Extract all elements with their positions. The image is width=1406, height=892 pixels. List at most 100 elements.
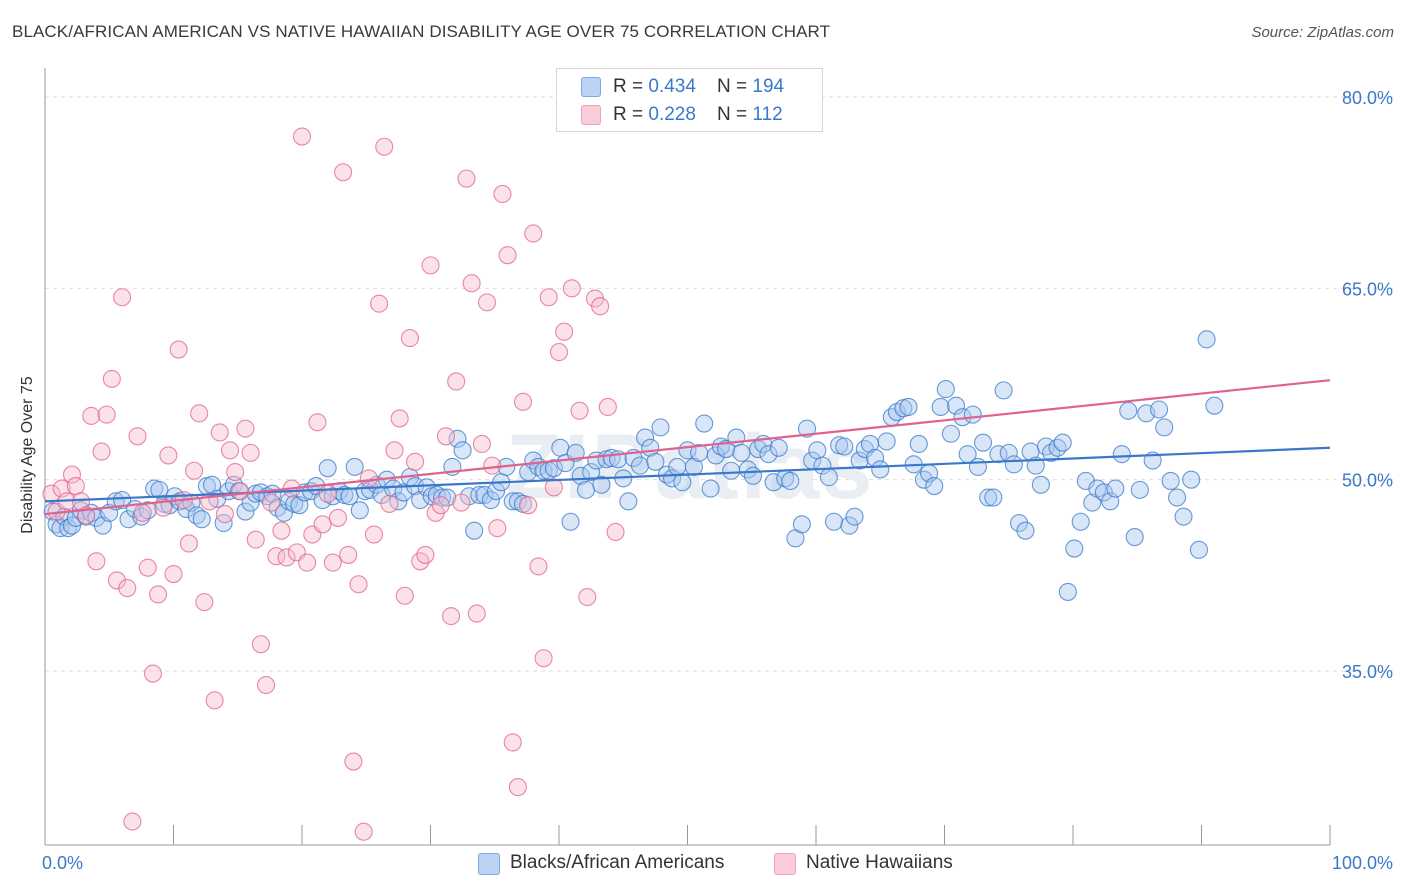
axes	[44, 68, 1331, 846]
point-hawaiians	[66, 476, 85, 496]
point-hawaiians	[390, 409, 409, 428]
point-hawaiians	[578, 587, 597, 607]
point-hawaiians	[308, 413, 327, 432]
point-hawaiians	[241, 443, 260, 462]
point-blacks	[947, 396, 966, 415]
point-hawaiians	[87, 552, 106, 571]
point-blacks	[113, 491, 132, 510]
point-blacks	[345, 457, 364, 476]
legend-r-value: 0.228	[648, 104, 696, 125]
point-blacks	[1016, 521, 1035, 540]
point-hawaiians	[524, 224, 543, 243]
point-blacks	[936, 380, 955, 399]
point-blacks	[824, 512, 844, 531]
legend-r-label: R =	[613, 76, 649, 97]
point-hawaiians	[323, 553, 342, 572]
point-blacks	[706, 446, 725, 465]
point-blacks	[427, 485, 446, 505]
legend-swatch-blacks	[478, 853, 500, 875]
point-hawaiians	[42, 484, 61, 503]
point-hawaiians	[591, 297, 610, 316]
point-blacks	[1058, 582, 1077, 601]
point-hawaiians	[442, 607, 461, 626]
point-blacks	[1048, 438, 1067, 457]
point-blacks	[732, 443, 751, 462]
point-blacks	[636, 428, 655, 447]
point-blacks	[973, 433, 993, 452]
point-blacks	[850, 451, 869, 470]
point-blacks	[1009, 513, 1029, 533]
point-hawaiians	[328, 508, 348, 527]
point-hawaiians	[544, 478, 563, 497]
point-hawaiians	[107, 571, 127, 590]
point-hawaiians	[118, 579, 137, 598]
watermark-layer: ZIPatlas	[506, 416, 873, 518]
point-blacks	[394, 483, 413, 502]
point-blacks	[1112, 445, 1131, 464]
tick-labels: 80.0% 65.0% 50.0% 35.0% 0.0% 100.0%	[42, 88, 1393, 873]
point-hawaiians	[292, 127, 312, 146]
point-hawaiians	[133, 503, 152, 522]
series-legend: Blacks/African Americans Native Hawaiian…	[0, 850, 1406, 878]
point-blacks	[781, 471, 800, 490]
point-hawaiians	[534, 649, 553, 668]
point-hawaiians	[179, 534, 198, 553]
point-hawaiians	[354, 822, 373, 841]
point-blacks	[1065, 539, 1084, 558]
correlation-legend: R = 0.434 N = 194 R = 0.228 N = 112	[556, 68, 823, 132]
point-blacks	[1161, 471, 1180, 490]
trend-line-hawaiians	[44, 379, 1331, 516]
point-blacks	[840, 516, 859, 535]
point-blacks	[668, 457, 687, 476]
point-blacks	[1106, 479, 1125, 498]
legend-r-label: R =	[613, 104, 649, 125]
point-blacks	[1053, 433, 1072, 452]
point-hawaiians	[195, 593, 214, 612]
point-blacks	[931, 397, 950, 417]
point-blacks	[722, 461, 741, 480]
point-hawaiians	[431, 496, 450, 515]
point-hawaiians	[62, 465, 82, 484]
point-hawaiians	[529, 557, 548, 576]
point-blacks	[630, 456, 650, 475]
point-blacks	[855, 440, 874, 459]
point-blacks	[673, 473, 692, 492]
point-hawaiians	[231, 482, 250, 501]
point-hawaiians	[421, 256, 440, 275]
point-blacks	[1130, 480, 1149, 499]
point-blacks	[503, 492, 522, 511]
point-hawaiians	[113, 288, 132, 307]
point-hawaiians	[380, 494, 399, 513]
point-blacks	[438, 488, 457, 507]
point-hawaiians	[483, 456, 502, 475]
point-blacks	[759, 445, 778, 464]
legend-label-hawaiians: Native Hawaiians	[806, 852, 953, 873]
point-hawaiians	[215, 505, 234, 524]
point-blacks	[1182, 470, 1201, 489]
point-hawaiians	[246, 530, 265, 549]
point-hawaiians	[519, 496, 538, 515]
point-hawaiians	[339, 545, 358, 564]
point-blacks	[566, 443, 585, 462]
point-hawaiians	[251, 635, 270, 654]
point-hawaiians	[97, 405, 116, 424]
point-blacks	[1205, 396, 1224, 415]
point-hawaiians	[539, 288, 558, 307]
point-blacks	[340, 487, 359, 506]
point-hawaiians	[467, 604, 486, 623]
point-blacks	[1174, 507, 1193, 526]
point-hawaiians	[82, 406, 101, 425]
point-hawaiians	[555, 322, 574, 341]
point-blacks	[350, 501, 369, 520]
point-blacks	[797, 419, 817, 438]
point-blacks	[701, 479, 720, 498]
legend-label-blacks: Blacks/African Americans	[510, 852, 725, 873]
gridlines	[45, 96, 1395, 672]
point-blacks	[1031, 475, 1050, 494]
point-blacks	[318, 459, 337, 478]
point-blacks	[994, 381, 1013, 400]
point-hawaiians	[349, 575, 368, 594]
point-hawaiians	[549, 343, 569, 362]
point-hawaiians	[493, 184, 512, 203]
